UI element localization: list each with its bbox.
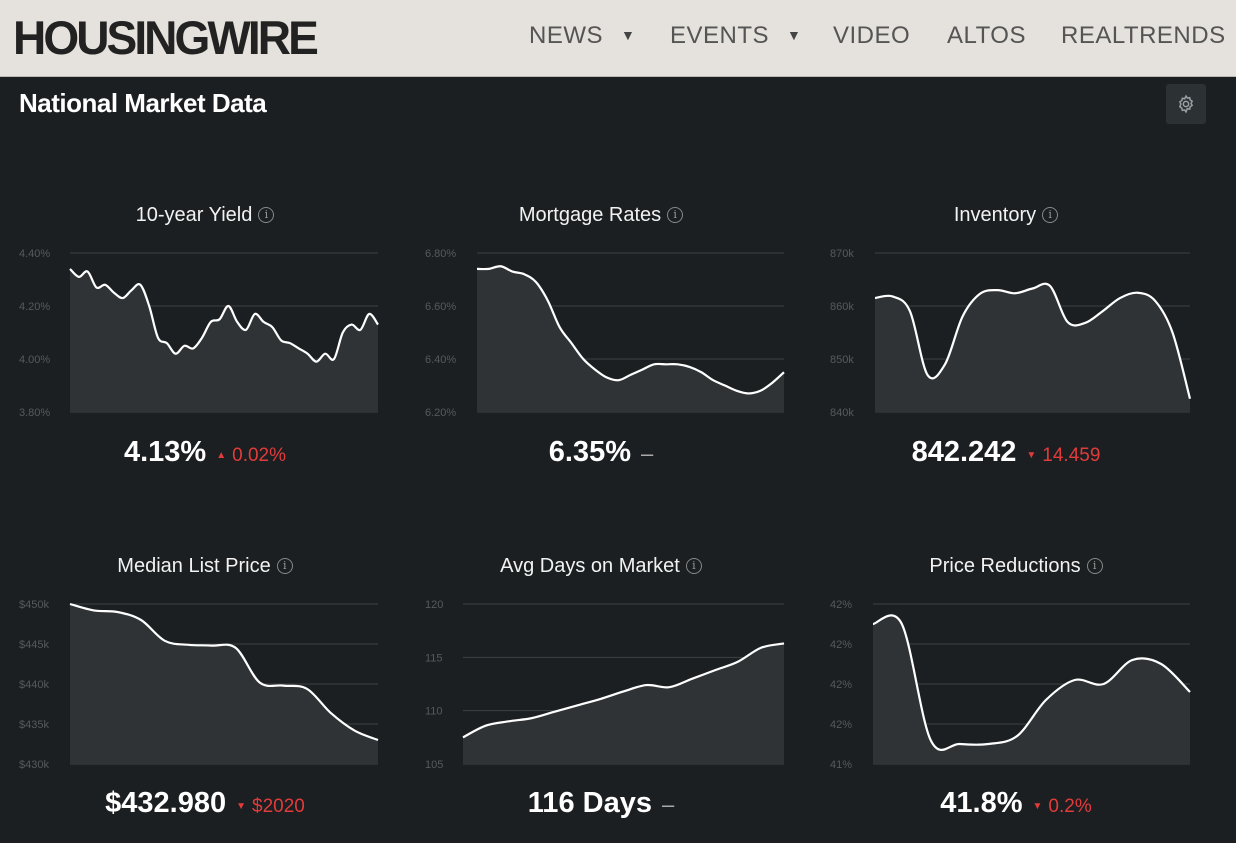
series-line [462, 642, 785, 739]
nav-realtrends[interactable]: REALTRENDS [1061, 22, 1226, 49]
area-fill [477, 266, 784, 412]
arrow-down-icon: ▼ [1026, 450, 1037, 461]
info-icon[interactable]: i [258, 206, 275, 223]
card-title: Median List Price i [40, 555, 370, 578]
card-title: Price Reductions i [851, 555, 1181, 578]
area-fill [70, 268, 378, 412]
no-change-dash: – [640, 441, 654, 466]
chevron-down-icon: ▼ [787, 27, 802, 43]
top-navigation-bar: HOUSINGWIRE NEWS ▼ EVENTS ▼ VIDEO ALTOS RE… [0, 0, 1236, 77]
current-value: 6.35% [548, 436, 631, 468]
no-change-dash: – [661, 792, 675, 817]
series-line [69, 602, 379, 742]
y-tick-label: 42% [830, 719, 852, 731]
change-value: ▼ 0.2% [1032, 796, 1092, 817]
y-tick-label: 6.60% [425, 301, 456, 313]
current-value: 842.242 [911, 436, 1017, 468]
change-value: ▲ 0.02% [216, 445, 286, 466]
y-tick-label: 4.00% [19, 354, 50, 366]
y-tick-label: 120 [425, 599, 443, 611]
chevron-down-icon: ▼ [621, 27, 636, 43]
info-icon[interactable]: i [1042, 206, 1059, 223]
value-row: $432.980 ▼ $2020 [40, 787, 370, 820]
change-value: ▼ 14.459 [1026, 445, 1101, 466]
card-title: 10-year Yield i [40, 204, 370, 227]
current-value: 4.13% [123, 436, 207, 468]
series-line [872, 614, 1191, 751]
y-tick-label: 6.40% [425, 354, 456, 366]
card-title: Mortgage Rates i [436, 204, 766, 227]
value-row: 116 Days – [436, 787, 766, 820]
nav-events[interactable]: EVENTS ▼ [670, 22, 802, 49]
y-tick-label: 42% [830, 679, 852, 691]
value-row: 842.242 ▼ 14.459 [841, 436, 1171, 469]
value-row: 6.35% – [436, 436, 766, 469]
y-tick-label: 6.20% [425, 407, 456, 419]
nav-video[interactable]: VIDEO [833, 22, 911, 49]
nav-altos[interactable]: ALTOS [947, 22, 1026, 49]
panel-title: National Market Data [19, 88, 267, 118]
nav-news[interactable]: NEWS ▼ [529, 22, 636, 49]
arrow-down-icon: ▼ [236, 801, 247, 812]
y-tick-label: 6.80% [425, 248, 456, 260]
y-tick-label: 3.80% [19, 407, 50, 419]
gear-icon [1178, 94, 1194, 114]
y-tick-label: 850k [830, 354, 854, 366]
current-value: 41.8% [940, 787, 1023, 819]
current-value: 116 Days [527, 787, 652, 819]
value-row: 41.8% ▼ 0.2% [851, 787, 1181, 820]
area-fill [873, 615, 1190, 764]
settings-button[interactable] [1166, 84, 1206, 124]
y-tick-label: $430k [19, 759, 49, 771]
y-tick-label: $450k [19, 599, 49, 611]
value-row: 4.13% ▲ 0.02% [40, 436, 370, 469]
y-tick-label: $440k [19, 679, 49, 691]
area-fill [875, 283, 1190, 412]
y-tick-label: 105 [425, 759, 443, 771]
series-line [874, 282, 1192, 400]
y-tick-label: 115 [425, 652, 443, 664]
y-tick-label: 4.40% [19, 248, 50, 260]
card-title: Avg Days on Market i [436, 555, 766, 578]
y-tick-label: 870k [830, 248, 854, 260]
info-icon[interactable]: i [1086, 557, 1103, 574]
card-title: Inventory i [841, 204, 1171, 227]
y-tick-label: 42% [830, 639, 852, 651]
y-tick-label: 840k [830, 407, 854, 419]
arrow-down-icon: ▼ [1032, 801, 1043, 812]
series-line [69, 268, 379, 363]
arrow-up-icon: ▲ [216, 450, 227, 461]
series-line [476, 265, 785, 395]
y-tick-label: 41% [830, 759, 852, 771]
housingwire-logo[interactable]: HOUSINGWIRE [13, 11, 319, 64]
y-tick-label: 110 [425, 706, 443, 718]
y-tick-label: 860k [830, 301, 854, 313]
y-tick-label: 42% [830, 599, 852, 611]
area-fill [463, 643, 784, 764]
current-value: $432.980 [105, 787, 227, 819]
info-icon[interactable]: i [667, 206, 684, 223]
area-fill [70, 604, 378, 764]
y-tick-label: $435k [19, 719, 49, 731]
info-icon[interactable]: i [685, 557, 702, 574]
y-tick-label: $445k [19, 639, 49, 651]
info-icon[interactable]: i [276, 557, 293, 574]
change-value: ▼ $2020 [236, 796, 305, 817]
y-tick-label: 4.20% [19, 301, 50, 313]
